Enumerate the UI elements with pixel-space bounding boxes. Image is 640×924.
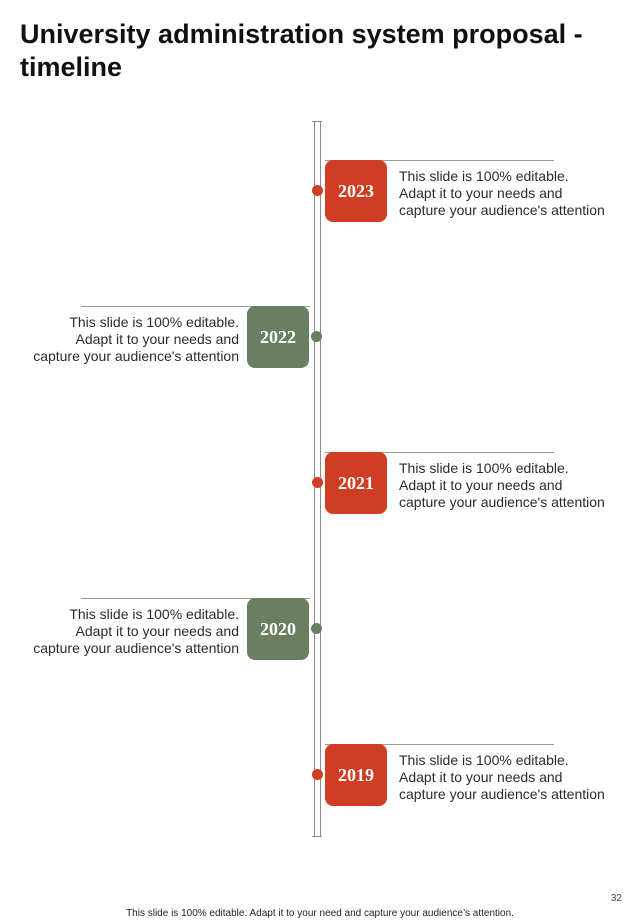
description-line: This slide is 100% editable. <box>69 606 239 622</box>
footer-note: This slide is 100% editable. Adapt it to… <box>126 908 514 919</box>
description-line: capture your audience's attention <box>33 640 239 656</box>
timeline-event-2019: 2019 This slide is 100% editable. Adapt … <box>0 744 640 814</box>
description-line: capture your audience's attention <box>399 786 605 802</box>
axis-cap-top <box>312 121 322 122</box>
description-line: Adapt it to your needs and <box>399 769 563 785</box>
page-number: 32 <box>610 893 622 904</box>
timeline-event-2020: 2020 This slide is 100% editable. Adapt … <box>0 598 640 668</box>
timeline-event-2021: 2021 This slide is 100% editable. Adapt … <box>0 452 640 522</box>
event-description: This slide is 100% editable. Adapt it to… <box>399 168 624 219</box>
page-title: University administration system proposa… <box>20 19 583 82</box>
event-dot <box>311 623 322 634</box>
timeline-event-2022: 2022 This slide is 100% editable. Adapt … <box>0 306 640 376</box>
description-line: Adapt it to your needs and <box>399 185 563 201</box>
description-line: This slide is 100% editable. <box>399 460 569 476</box>
year-badge: 2020 <box>247 598 309 660</box>
timeline-event-2023: 2023 This slide is 100% editable. Adapt … <box>0 160 640 230</box>
description-line: This slide is 100% editable. <box>399 752 569 768</box>
event-rule <box>81 306 310 307</box>
description-line: capture your audience's attention <box>399 202 605 218</box>
year-badge: 2023 <box>325 160 387 222</box>
event-description: This slide is 100% editable. Adapt it to… <box>399 460 624 511</box>
event-description: This slide is 100% editable. Adapt it to… <box>399 752 624 803</box>
event-dot <box>312 769 323 780</box>
event-rule <box>325 744 554 745</box>
event-description: This slide is 100% editable. Adapt it to… <box>10 606 239 657</box>
year-badge: 2021 <box>325 452 387 514</box>
description-line: This slide is 100% editable. <box>69 314 239 330</box>
description-line: capture your audience's attention <box>33 348 239 364</box>
year-badge: 2019 <box>325 744 387 806</box>
description-line: capture your audience's attention <box>399 494 605 510</box>
event-dot <box>312 477 323 488</box>
description-line: Adapt it to your needs and <box>399 477 563 493</box>
event-rule <box>81 598 310 599</box>
axis-cap-bottom <box>312 836 322 837</box>
description-line: Adapt it to your needs and <box>75 331 239 347</box>
description-line: This slide is 100% editable. <box>399 168 569 184</box>
year-badge: 2022 <box>247 306 309 368</box>
event-rule <box>325 160 554 161</box>
description-line: Adapt it to your needs and <box>75 623 239 639</box>
event-description: This slide is 100% editable. Adapt it to… <box>10 314 239 365</box>
event-rule <box>325 452 554 453</box>
event-dot <box>312 185 323 196</box>
event-dot <box>311 331 322 342</box>
